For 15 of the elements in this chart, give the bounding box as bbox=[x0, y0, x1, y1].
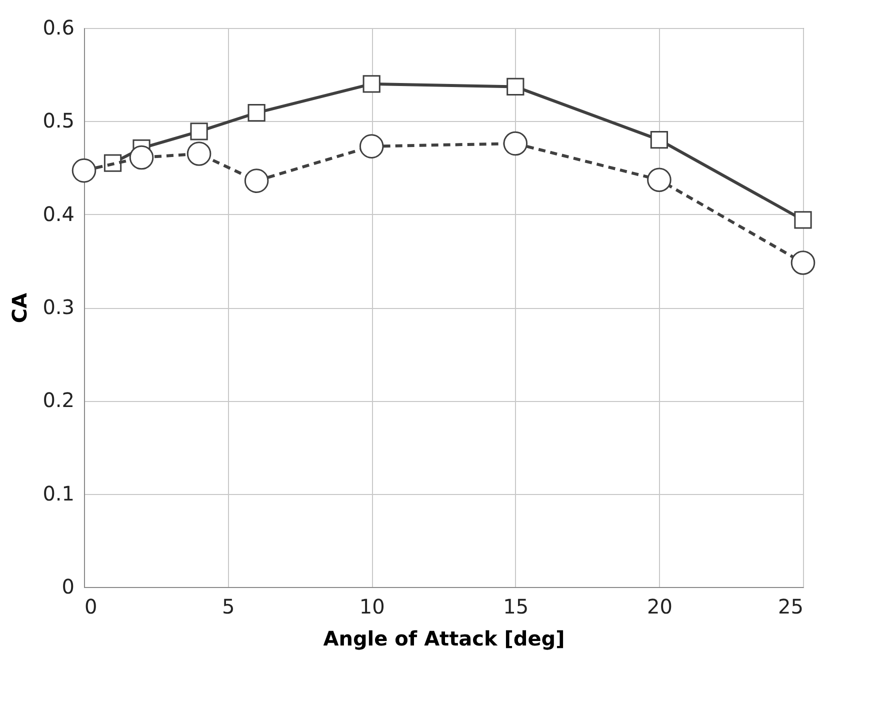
y-tick-label: 0.4 bbox=[42, 202, 74, 226]
y-tick-label: 0 bbox=[62, 574, 74, 598]
x-axis-title: Angle of Attack [deg] bbox=[323, 626, 565, 650]
x-tick-label: 5 bbox=[222, 594, 235, 618]
x-tick-label: 10 bbox=[359, 594, 385, 618]
y-tick-label: 0.1 bbox=[42, 481, 74, 506]
x-tick-label: 15 bbox=[503, 594, 529, 618]
x-tick-label: 0 bbox=[84, 594, 98, 618]
y-tick-label: 0.2 bbox=[42, 388, 74, 412]
y-tick-label: 0.3 bbox=[42, 295, 74, 319]
x-tick-label: 20 bbox=[646, 594, 672, 618]
x-tick-label: 25 bbox=[778, 594, 804, 618]
y-tick-label: 0.5 bbox=[42, 108, 74, 133]
y-axis-title: CA bbox=[8, 292, 32, 324]
y-tick-label: 0.6 bbox=[42, 16, 74, 40]
